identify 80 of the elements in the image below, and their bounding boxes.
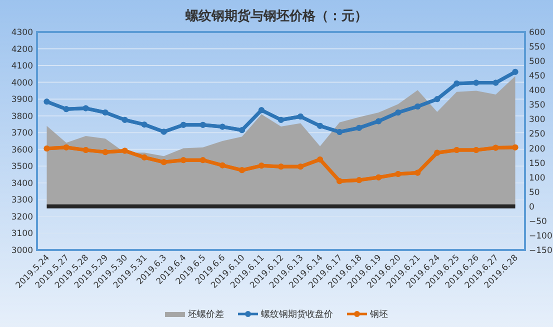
y-tick-label: 3200 <box>11 212 33 222</box>
point <box>434 150 440 156</box>
point <box>44 98 50 105</box>
y2-tick-label: 250 <box>529 130 546 140</box>
point <box>122 148 128 154</box>
y2-tick-label: 600 <box>529 28 546 38</box>
point <box>414 103 421 110</box>
point <box>512 68 518 75</box>
y-tick-label: 3800 <box>11 112 33 122</box>
legend-label: 螺纹钢期货收盘价 <box>261 309 333 320</box>
point <box>356 177 362 184</box>
point <box>102 149 108 156</box>
y2-tick-label: −50 <box>529 216 547 227</box>
point <box>238 127 245 134</box>
point <box>141 122 148 128</box>
point <box>258 107 264 114</box>
y-tick-label: 3300 <box>11 196 33 206</box>
y2-tick-label: 500 <box>529 57 546 68</box>
y2-tick-label: 50 <box>529 188 540 198</box>
point <box>298 164 304 170</box>
point <box>492 144 499 151</box>
point <box>395 109 402 116</box>
point <box>63 106 70 112</box>
point <box>376 174 382 180</box>
y2-tick-label: 550 <box>529 42 546 53</box>
point <box>122 116 128 123</box>
point <box>82 147 89 154</box>
point <box>356 124 362 131</box>
y-tick-label: 4200 <box>11 44 33 55</box>
y2-tick-label: 0 <box>529 202 534 212</box>
point <box>414 170 421 176</box>
point <box>82 105 89 112</box>
y2-tick-label: −150 <box>529 246 552 256</box>
y-tick-label: 3900 <box>11 95 33 106</box>
y2-tick-label: 350 <box>529 100 546 111</box>
legend-label: 钢坯 <box>369 309 388 320</box>
y2-tick-label: 200 <box>529 144 546 154</box>
legend-label: 坯螺价差 <box>187 309 224 320</box>
point <box>473 147 480 154</box>
y-tick-label: 3700 <box>11 128 33 139</box>
point <box>238 167 245 174</box>
point <box>180 122 186 128</box>
point <box>160 159 167 166</box>
point <box>141 154 148 160</box>
point <box>336 128 343 135</box>
point <box>434 96 440 102</box>
point <box>492 80 499 86</box>
chart-title: 螺纹钢期货与钢坯价格（：元） <box>184 8 368 24</box>
y-tick-label: 3400 <box>11 178 33 189</box>
point <box>454 80 460 86</box>
point <box>512 144 518 150</box>
point <box>258 162 264 169</box>
point <box>102 109 108 116</box>
point <box>219 124 226 130</box>
y-tick-label: 3000 <box>11 246 33 256</box>
y2-tick-label: 400 <box>529 86 546 96</box>
point <box>278 116 284 123</box>
point <box>317 122 324 129</box>
y2-tick-label: 100 <box>529 173 546 184</box>
y2-tick-label: 150 <box>529 158 546 169</box>
y-tick-label: 4000 <box>11 78 33 88</box>
point <box>278 164 284 170</box>
y2-tick-label: −100 <box>529 231 552 242</box>
y-tick-label: 3500 <box>11 162 33 172</box>
point <box>395 171 402 178</box>
point <box>317 156 324 162</box>
y-tick-label: 3100 <box>11 229 33 240</box>
y2-tick-label: 300 <box>529 115 546 126</box>
point <box>336 178 343 184</box>
point <box>454 147 460 154</box>
y-tick-label: 3600 <box>11 145 33 156</box>
y-tick-label: 4100 <box>11 62 33 72</box>
y-tick-label: 4300 <box>11 28 33 38</box>
y2-tick-label: 450 <box>529 72 546 82</box>
point <box>44 146 50 152</box>
point <box>298 114 304 120</box>
point <box>63 144 70 150</box>
point <box>219 162 226 168</box>
point <box>160 128 167 135</box>
point <box>376 118 382 124</box>
